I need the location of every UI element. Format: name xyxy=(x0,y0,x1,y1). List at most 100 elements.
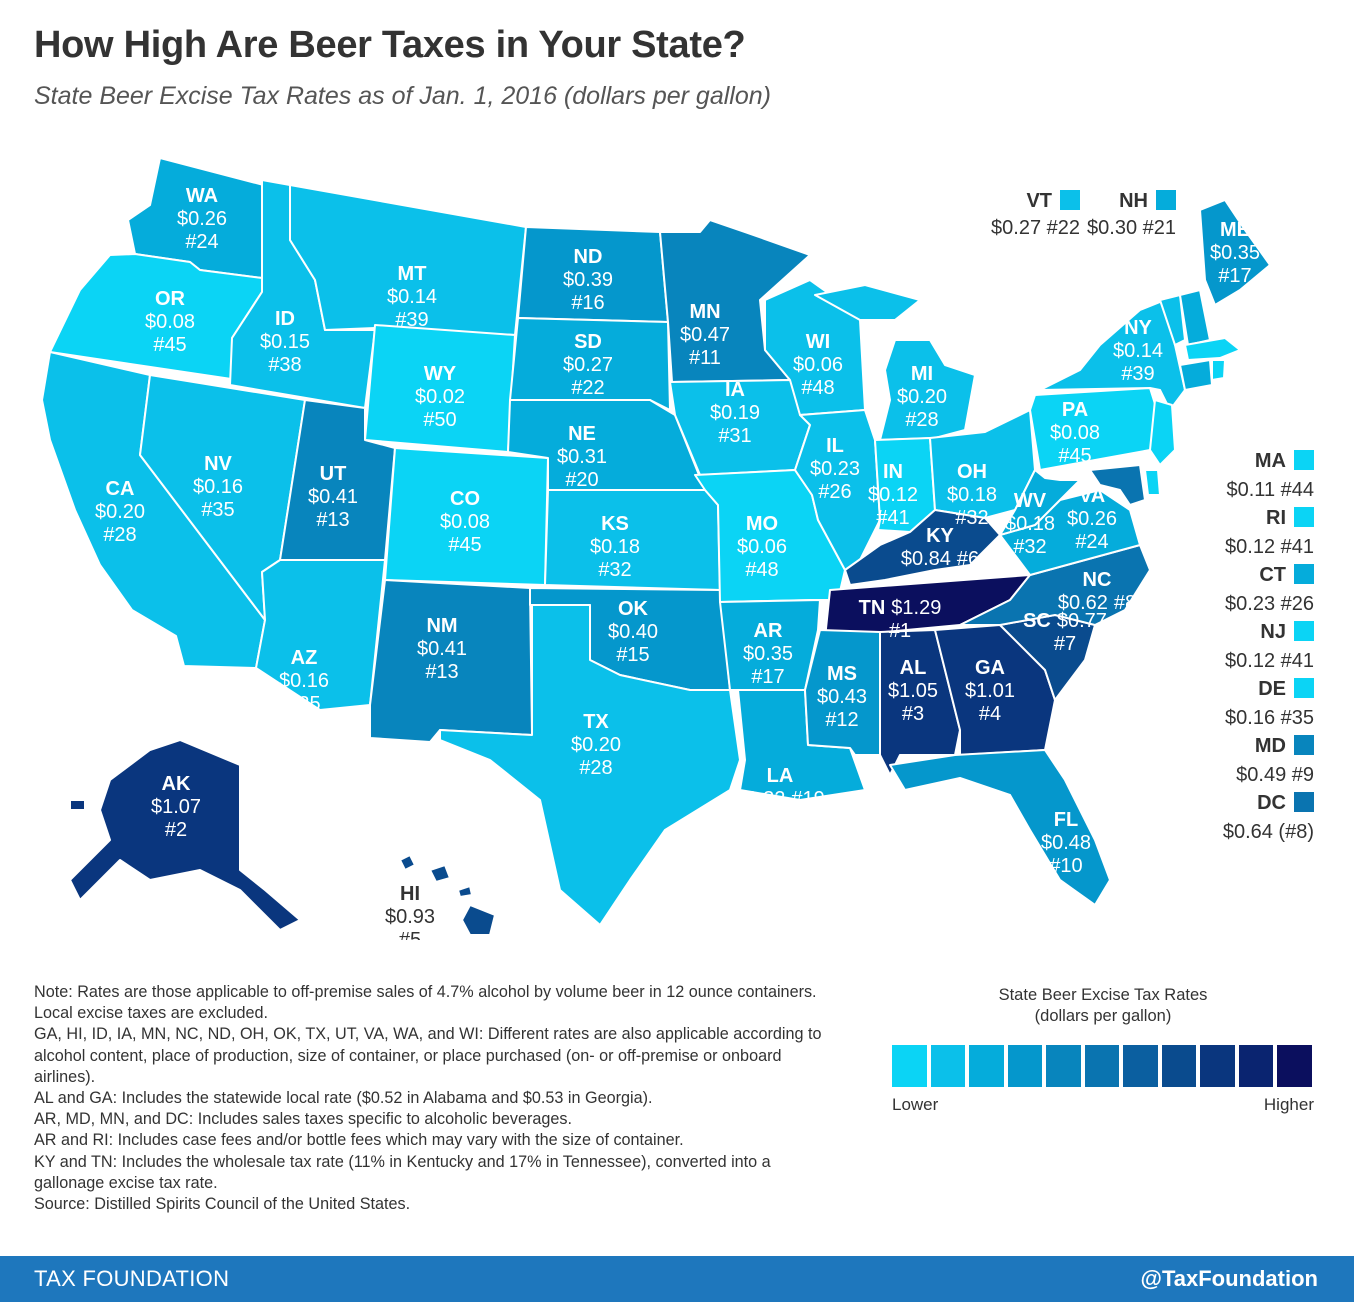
state-abbr: IL xyxy=(826,435,844,457)
svg-text:AK: AK xyxy=(162,773,191,795)
legend-abbr: DE xyxy=(1258,678,1286,700)
state-nj xyxy=(1149,399,1176,466)
state-label-al: AL$1.05#3 xyxy=(888,657,938,725)
color-scale-legend: State Beer Excise Tax Rates (dollars per… xyxy=(892,985,1314,1115)
svg-text:NM: NM xyxy=(426,615,457,637)
svg-text:$0.39: $0.39 xyxy=(563,269,613,291)
svg-text:$0.32#19: $0.32 #19 xyxy=(735,788,824,810)
state-ct xyxy=(1179,359,1213,391)
scale-swatch-11 xyxy=(1277,1045,1312,1087)
state-label-ok: OK$0.40#15 xyxy=(608,598,658,666)
svg-text:$0.19: $0.19 xyxy=(710,402,760,424)
legend-value: $0.12 #41 xyxy=(1225,650,1314,672)
svg-text:#17: #17 xyxy=(1218,265,1251,287)
scale-swatch-2 xyxy=(930,1045,965,1087)
svg-text:IN: IN xyxy=(883,461,903,483)
svg-text:#35: #35 xyxy=(287,693,320,715)
side-legend-item-ma: MA $0.11 #44 xyxy=(1174,450,1314,502)
svg-text:#28: #28 xyxy=(579,757,612,779)
svg-text:$0.18: $0.18 xyxy=(1005,513,1055,535)
state-label-ak: AK$1.07#2 xyxy=(151,773,201,841)
svg-text:LA: LA xyxy=(767,765,794,787)
svg-text:NC: NC xyxy=(1083,569,1112,591)
scale-high-label: Higher xyxy=(1263,1095,1314,1114)
state-rank: #32 xyxy=(955,507,988,529)
state-rank: #13 xyxy=(316,509,349,531)
svg-text:#31: #31 xyxy=(718,425,751,447)
svg-text:IA: IA xyxy=(725,379,745,401)
note-line: AL and GA: Includes the statewide local … xyxy=(34,1089,653,1108)
svg-text:WV: WV xyxy=(1014,490,1047,512)
state-abbr: KS xyxy=(601,513,629,535)
svg-text:#48: #48 xyxy=(801,377,834,399)
legend-swatch xyxy=(1294,621,1314,641)
state-abbr: CO xyxy=(450,488,480,510)
svg-text:#22: #22 xyxy=(571,377,604,399)
state-rank: #1 xyxy=(889,620,911,642)
state-abbr: TN xyxy=(859,597,886,619)
state-label-tx: TX$0.20#28 xyxy=(571,711,621,779)
svg-text:ME: ME xyxy=(1220,219,1250,241)
state-abbr: MN xyxy=(689,301,720,323)
scale-swatch-6 xyxy=(1084,1045,1119,1087)
svg-text:$0.48: $0.48 xyxy=(1041,832,1091,854)
state-rank: #16 xyxy=(571,292,604,314)
state-label-wi: WI$0.06#48 xyxy=(793,331,843,399)
svg-text:#26: #26 xyxy=(818,481,851,503)
legend-value: $0.11 #44 xyxy=(1226,479,1315,501)
svg-text:WA: WA xyxy=(186,185,218,207)
state-rate: $0.16 xyxy=(193,476,243,498)
state-rank: #3 xyxy=(902,703,924,725)
svg-text:$0.93: $0.93 xyxy=(385,906,435,928)
legend-value: $0.16 #35 xyxy=(1225,707,1314,729)
state-label-mt: MT$0.14#39 xyxy=(387,263,437,331)
state-abbr: AZ xyxy=(291,647,318,669)
svg-text:#10: #10 xyxy=(1049,855,1082,877)
svg-text:#38: #38 xyxy=(268,354,301,376)
svg-text:$0.06: $0.06 xyxy=(737,536,787,558)
state-abbr: AL xyxy=(900,657,927,679)
state-rate: $0.08 xyxy=(1050,422,1100,444)
svg-text:TX: TX xyxy=(583,711,609,733)
state-rate: $0.16 xyxy=(279,670,329,692)
state-rank: #45 xyxy=(1058,445,1091,467)
state-rank: #19 xyxy=(791,788,824,810)
state-ma xyxy=(1184,337,1241,361)
svg-text:#5: #5 xyxy=(399,929,421,940)
state-rate: $0.41 xyxy=(417,638,467,660)
state-label-hi: HI$0.93#5 xyxy=(385,883,435,940)
scale-swatch-10 xyxy=(1238,1045,1273,1087)
legend-swatch xyxy=(1294,678,1314,698)
state-rate: $0.18 xyxy=(947,484,997,506)
svg-text:#20: #20 xyxy=(565,469,598,491)
side-legend-item-ct: CT $0.23 #26 xyxy=(1174,564,1314,616)
state-rank: #11 xyxy=(689,347,721,369)
svg-text:GA: GA xyxy=(975,657,1005,679)
footer-bar: TAX FOUNDATION @TaxFoundation xyxy=(0,1256,1354,1302)
legend-swatch xyxy=(1156,190,1176,210)
svg-text:VA: VA xyxy=(1079,485,1105,507)
legend-abbr: MA xyxy=(1254,450,1286,472)
svg-text:$0.14: $0.14 xyxy=(1113,340,1163,362)
state-rank: #6 xyxy=(957,548,979,570)
svg-text:$0.43: $0.43 xyxy=(817,686,867,708)
state-rate: $0.26 xyxy=(177,208,227,230)
svg-text:$0.08: $0.08 xyxy=(145,311,195,333)
legend-item-vt: VT $0.27 #22 xyxy=(950,190,1080,240)
svg-text:FL: FL xyxy=(1054,809,1078,831)
svg-text:#39: #39 xyxy=(395,309,428,331)
svg-text:#41: #41 xyxy=(876,507,909,529)
state-rate: $0.84 xyxy=(901,548,951,570)
svg-text:$0.47: $0.47 xyxy=(680,324,730,346)
state-abbr: HI xyxy=(400,883,420,905)
svg-text:$1.05: $1.05 xyxy=(888,680,938,702)
state-rank: #48 xyxy=(745,559,778,581)
state-rate: $1.07 xyxy=(151,796,201,818)
state-me xyxy=(1199,199,1271,306)
svg-text:$0.06: $0.06 xyxy=(793,354,843,376)
svg-text:#13: #13 xyxy=(316,509,349,531)
state-label-fl: FL$0.48#10 xyxy=(1041,809,1091,877)
svg-text:IL: IL xyxy=(826,435,844,457)
svg-text:$0.02: $0.02 xyxy=(415,386,465,408)
state-label-in: IN$0.12#41 xyxy=(868,461,918,529)
